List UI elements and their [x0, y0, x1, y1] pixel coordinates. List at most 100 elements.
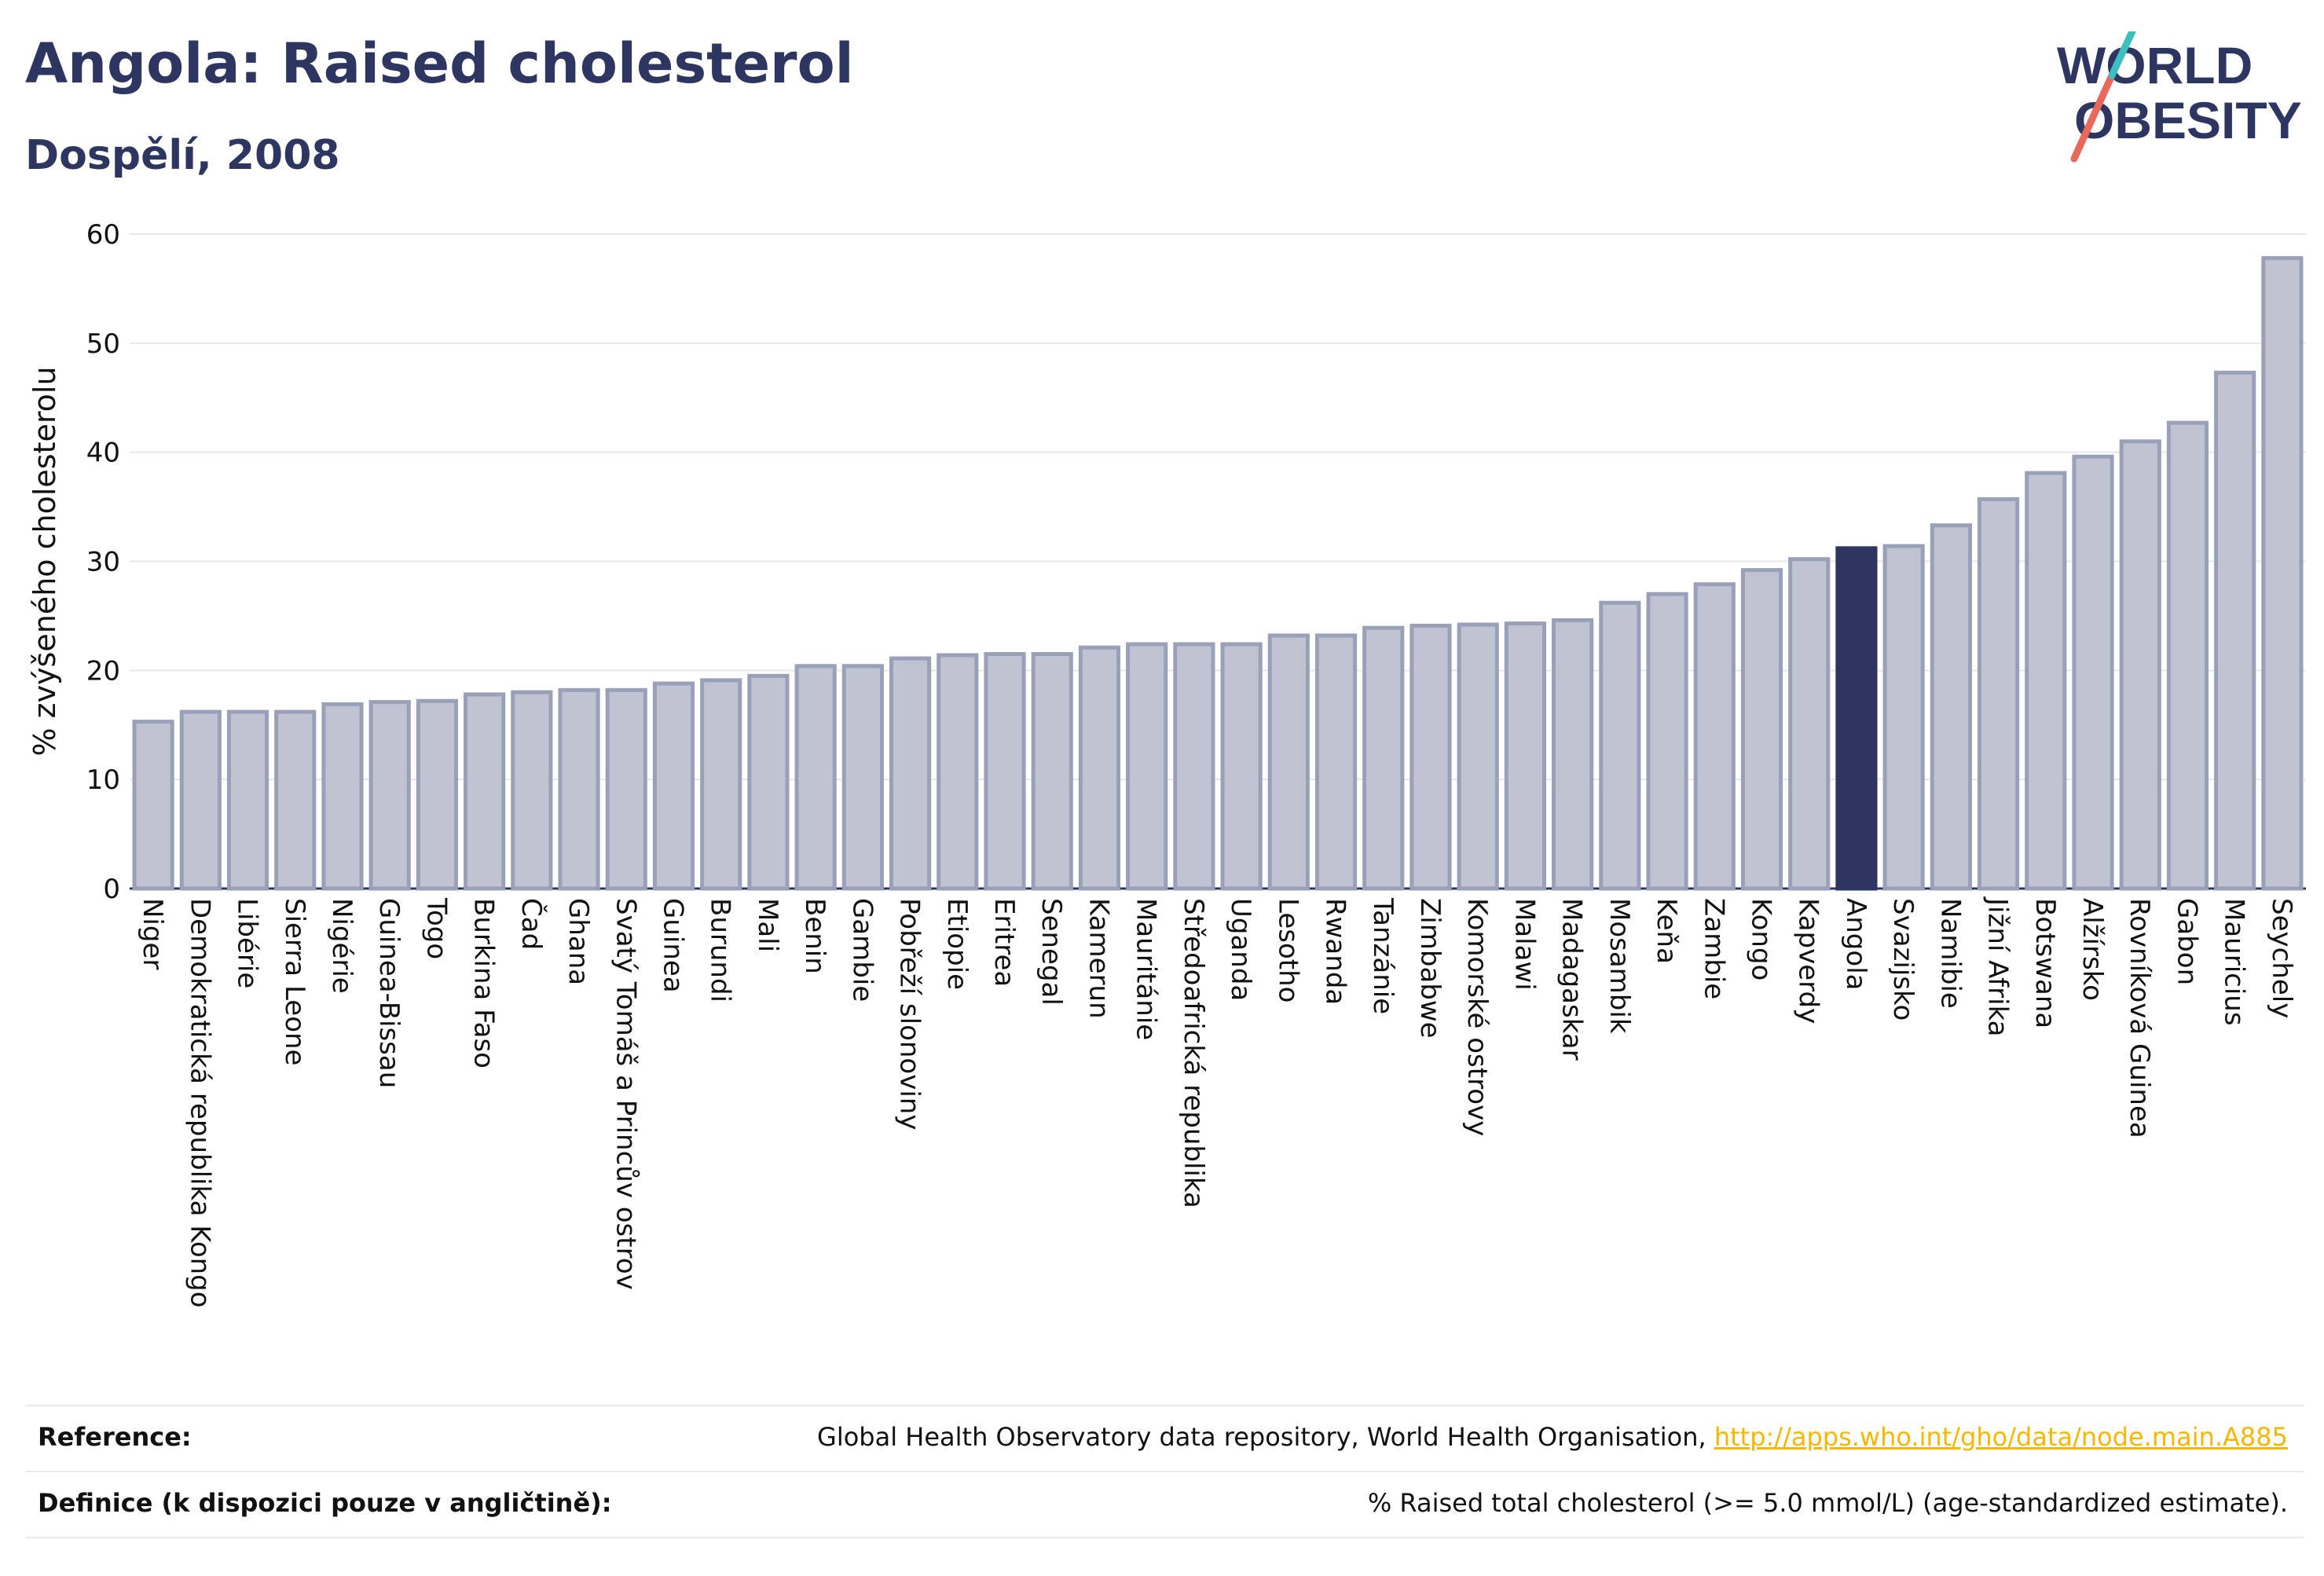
y-tick-label: 50 — [86, 328, 120, 360]
y-tick-label: 10 — [86, 764, 120, 796]
definition-text: % Raised total cholesterol (>= 5.0 mmol/… — [1367, 1488, 2288, 1518]
x-tick-label: Jižní Afrika — [1982, 896, 2014, 1037]
bar — [1457, 622, 1499, 891]
x-tick-label: Kamerun — [1083, 898, 1114, 1019]
bar — [226, 709, 269, 891]
bar — [511, 690, 553, 891]
x-tick-label: Burundi — [705, 898, 736, 1002]
x-tick-label: Angola — [1840, 898, 1871, 990]
footer-divider-middle — [25, 1471, 2304, 1472]
y-tick-label: 30 — [86, 547, 120, 578]
bar — [889, 656, 932, 891]
footer-divider-top — [25, 1405, 2304, 1406]
bar — [1930, 523, 1972, 891]
bar — [2119, 439, 2161, 891]
bar — [1031, 652, 1073, 891]
x-tick-label: Senegal — [1036, 898, 1067, 1006]
y-tick-label: 20 — [86, 655, 120, 687]
bar — [321, 702, 364, 891]
reference-text: Global Health Observatory data repositor… — [817, 1422, 1714, 1452]
reference-link[interactable]: http://apps.who.int/gho/data/node.main.A… — [1714, 1422, 2288, 1452]
bar — [1126, 642, 1168, 891]
bar — [747, 673, 790, 891]
bar — [1173, 642, 1215, 891]
y-axis-label: % zvýšeného cholesterolu — [27, 366, 62, 756]
bar — [1220, 642, 1263, 891]
bar — [1078, 645, 1121, 891]
definition-label: Definice (k dispozici pouze v angličtině… — [38, 1488, 612, 1518]
footer-definition-row: Definice (k dispozici pouze v angličtině… — [25, 1488, 2304, 1527]
bar — [1267, 633, 1310, 891]
logo-slash-red — [2070, 71, 2116, 163]
bar — [1882, 544, 1925, 891]
bar — [2166, 420, 2209, 891]
bar — [700, 678, 742, 891]
reference-value: Global Health Observatory data repositor… — [817, 1422, 2288, 1452]
bar — [984, 652, 1026, 891]
logo-line1: WORLD — [2057, 36, 2253, 94]
bar — [1788, 557, 1831, 891]
x-tick-label: Lesotho — [1272, 898, 1303, 1002]
bar — [1552, 618, 1594, 891]
bar — [558, 687, 600, 891]
bar — [1978, 497, 2020, 891]
x-tick-label: Mosambik — [1604, 898, 1635, 1034]
x-tick-label: Kongo — [1746, 898, 1777, 980]
x-tick-label: Alžírsko — [2077, 898, 2108, 1001]
x-tick-label: Mali — [752, 898, 783, 952]
x-tick-label: Rwanda — [1320, 898, 1351, 1005]
bar — [794, 664, 837, 891]
x-tick-label: Tanzánie — [1367, 897, 1398, 1014]
x-tick-label: Gabon — [2171, 898, 2202, 985]
x-tick-label: Burkina Faso — [468, 898, 500, 1068]
x-tick-label: Mauricius — [2219, 898, 2250, 1026]
bar — [841, 664, 884, 891]
x-tick-label: Eritrea — [988, 898, 1020, 987]
page-title: Angola: Raised cholesterol — [25, 31, 854, 96]
bar — [1599, 600, 1641, 891]
bar — [605, 687, 647, 891]
x-tick-label: Zambie — [1698, 898, 1729, 999]
y-tick-label: 0 — [103, 874, 120, 905]
x-tick-label: Seychely — [2266, 898, 2297, 1018]
bar — [368, 700, 411, 891]
bar — [937, 653, 979, 891]
logo-slash-teal — [2108, 31, 2136, 79]
x-tick-label: Guinea — [658, 898, 689, 993]
logo-line2: OBESITY — [2074, 91, 2302, 149]
x-tick-label: Keňa — [1651, 898, 1682, 964]
y-tick-label: 60 — [86, 219, 120, 251]
x-tick-label: Uganda — [1225, 898, 1256, 1001]
footer-divider-bottom — [25, 1537, 2304, 1538]
bar-highlighted — [1835, 546, 1878, 891]
footer-reference-row: Reference: Global Health Observatory dat… — [25, 1422, 2304, 1461]
bar — [1362, 625, 1405, 891]
x-tick-label: Středoafrická republika — [1178, 898, 1209, 1208]
bar — [179, 709, 222, 891]
x-tick-label: Etiopie — [941, 898, 973, 990]
world-obesity-logo: WORLD OBESITY — [2057, 31, 2302, 163]
bar-chart: 0 10 20 30 40 50 60 % zvýšeného cholesterolu Nig… — [27, 219, 2306, 1308]
x-tick-label: Libérie — [232, 898, 263, 988]
x-tick-label: Benin — [799, 898, 830, 974]
x-tick-label: Botswana — [2029, 898, 2061, 1028]
x-tick-label: Ghana — [563, 898, 594, 985]
x-tick-label: Namibie — [1934, 898, 1966, 1009]
x-tick-label: Gambie — [846, 898, 878, 1002]
x-tick-label: Komorské ostrovy — [1461, 898, 1493, 1136]
bar — [1740, 568, 1783, 891]
bar — [1409, 623, 1452, 891]
x-tick-label: Nigérie — [326, 898, 357, 994]
bar — [2072, 454, 2114, 891]
bar — [416, 698, 459, 891]
x-tick-label: Togo — [420, 897, 452, 959]
x-tick-label: Pobřeží slonoviny — [894, 898, 926, 1130]
x-tick-label: Zimbabwe — [1414, 898, 1446, 1039]
x-tick-label: Guinea-Bissau — [373, 898, 405, 1088]
x-tick-label: Kapverdy — [1793, 898, 1824, 1024]
bar — [132, 720, 174, 891]
x-tick-label: Mauritánie — [1131, 898, 1162, 1040]
bar — [2214, 370, 2256, 891]
bar — [652, 681, 695, 891]
y-tick-label: 40 — [86, 438, 120, 469]
